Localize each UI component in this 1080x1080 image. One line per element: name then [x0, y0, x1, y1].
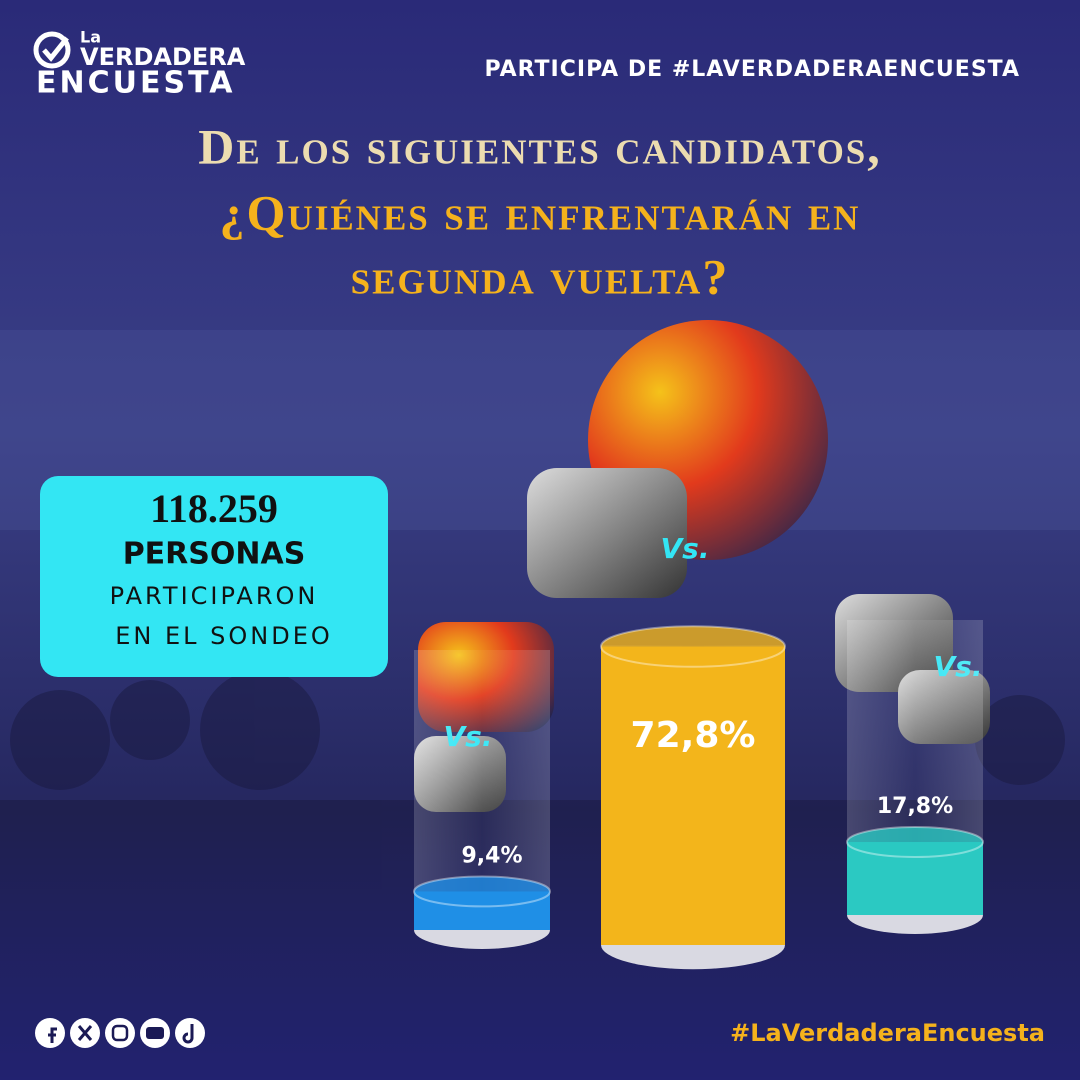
participants-line3: EN EL SONDEO [115, 622, 333, 650]
title-line3: segunda vuelta? [351, 248, 730, 304]
cta: PARTICIPA DE #LAVERDADERAENCUESTA [484, 57, 1020, 82]
value-label: 9,4% [461, 843, 522, 868]
brand-line2: ENCUESTA [36, 66, 235, 101]
logo: La VERDADERA ENCUESTA [33, 28, 246, 101]
participants-box [40, 476, 388, 677]
bar-top [846, 826, 984, 858]
photo-main-secondary [527, 468, 687, 598]
title-line2: ¿Quiénes se enfrentarán en [220, 184, 861, 240]
footer-hashtag: #LaVerdaderaEncuesta [730, 1019, 1045, 1047]
glass-tube [847, 620, 983, 843]
vs-label: Vs. [661, 532, 710, 565]
brand-small: La [80, 28, 101, 47]
participants-count: 118.259 [150, 486, 278, 531]
bar-top [413, 875, 551, 908]
bar [601, 646, 785, 945]
glass-tube [414, 650, 550, 892]
bar-top [600, 625, 786, 668]
brand-line1: VERDADERA [80, 43, 246, 71]
title-line1: De los siguientes candidatos, [198, 118, 882, 174]
value-label: 72,8% [631, 715, 756, 756]
value-label: 17,8% [877, 794, 953, 819]
participants-line2: PARTICIPARON [110, 582, 319, 610]
social-icons [35, 1018, 205, 1048]
participants-line1: PERSONAS [123, 537, 306, 572]
bar-chart: 9,4% 72,8% 17,8% [413, 620, 984, 970]
